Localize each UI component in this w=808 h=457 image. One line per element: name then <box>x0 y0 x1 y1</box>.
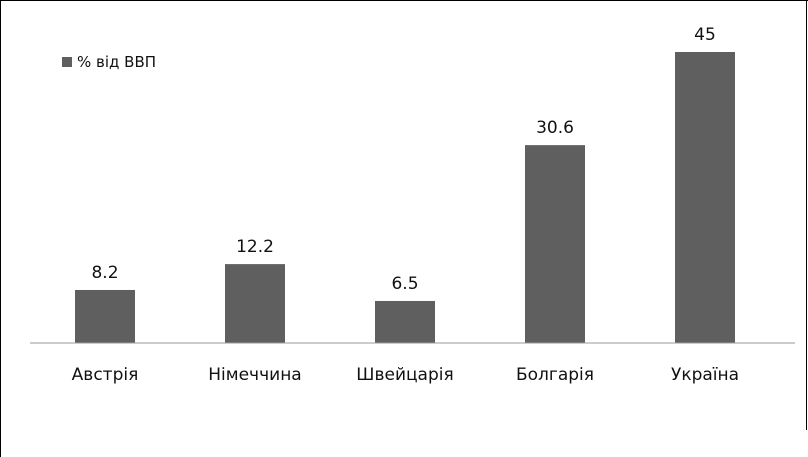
legend: % від ВВП <box>62 53 156 71</box>
category-label-4: Болгарія <box>516 365 594 385</box>
category-label-1: Австрія <box>72 365 139 385</box>
bar-1 <box>75 289 135 343</box>
category-label-2: Німеччина <box>208 365 301 385</box>
legend-swatch <box>62 57 72 67</box>
data-label-2: 12.2 <box>236 237 274 257</box>
bar-3 <box>375 300 435 343</box>
bar-5 <box>675 52 735 343</box>
category-labels-layer: Австрія Німеччина Швейцарія Болгарія Україна <box>72 365 739 385</box>
data-label-5: 45 <box>694 25 716 45</box>
category-label-3: Швейцарія <box>356 365 453 385</box>
bar-2 <box>225 264 285 343</box>
data-labels-layer: 8.2 12.2 6.5 30.6 45 <box>91 25 715 294</box>
category-label-5: Україна <box>671 365 739 385</box>
bar-4 <box>525 145 585 343</box>
data-label-1: 8.2 <box>91 263 118 283</box>
data-label-3: 6.5 <box>391 274 418 294</box>
data-label-4: 30.6 <box>536 118 574 138</box>
legend-label: % від ВВП <box>77 53 156 71</box>
bars-layer <box>75 52 735 343</box>
